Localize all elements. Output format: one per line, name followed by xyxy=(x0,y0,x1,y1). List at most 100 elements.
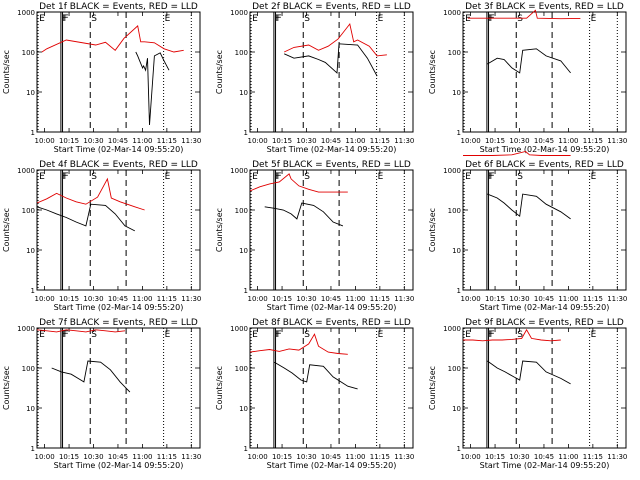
lld-series-line xyxy=(463,151,571,156)
x-tick-label: 11:00 xyxy=(558,295,578,303)
lld-series-line xyxy=(36,177,145,211)
x-axis-label: Start Time (02-Mar-14 09:55:20) xyxy=(267,303,397,312)
lld-series-line xyxy=(463,328,561,342)
event-marker-label: E xyxy=(39,172,45,182)
event-marker-label: E xyxy=(465,14,471,24)
event-marker-label: E xyxy=(378,14,384,24)
plot-frame xyxy=(249,327,414,449)
x-tick-label: 10:00 xyxy=(461,137,481,145)
panel-1: Det 1f BLACK = Events, RED = LLD 10:00 10:… xyxy=(2,2,201,154)
x-tick-label: 11:00 xyxy=(132,453,152,461)
x-tick-label: 11:30 xyxy=(394,137,414,145)
event-marker-label: E xyxy=(39,14,45,24)
x-tick-label: 10:45 xyxy=(321,453,341,461)
x-tick-label: 11:30 xyxy=(607,295,627,303)
x-tick-label: 10:30 xyxy=(509,295,529,303)
x-tick-label: 10:30 xyxy=(509,137,529,145)
event-marker-label: F xyxy=(62,14,67,24)
events-series-line xyxy=(274,361,358,390)
x-axis-label: Start Time (02-Mar-14 09:55:20) xyxy=(480,145,610,154)
y-tick-label: 1000 xyxy=(17,9,35,17)
panel-title: Det 6f BLACK = Events, RED = LLD xyxy=(465,160,624,170)
y-tick-label: 100 xyxy=(235,207,248,215)
x-tick-label: 10:45 xyxy=(108,295,128,303)
y-axis-label: Counts/sec xyxy=(215,50,224,94)
x-tick-label: 10:15 xyxy=(485,137,505,145)
event-marker-label: F xyxy=(64,172,69,182)
x-tick-label: 10:00 xyxy=(35,295,55,303)
panel-9: Det 9f BLACK = Events, RED = LLD 10:00 10:… xyxy=(428,318,627,470)
event-marker-label: E xyxy=(465,172,471,182)
y-tick-label: 100 xyxy=(235,365,248,373)
x-tick-label: 10:15 xyxy=(485,453,505,461)
event-marker-label: S xyxy=(517,14,523,24)
event-marker-label: E xyxy=(252,172,258,182)
y-tick-label: 1 xyxy=(457,445,461,453)
x-axis-label: Start Time (02-Mar-14 09:55:20) xyxy=(54,461,184,470)
y-tick-label: 10 xyxy=(239,89,248,97)
y-axis-label: Counts/sec xyxy=(2,366,11,410)
x-tick-label: 10:45 xyxy=(534,295,554,303)
event-marker-label: F xyxy=(488,172,493,182)
y-tick-label: 10 xyxy=(452,247,461,255)
panel-title: Det 7f BLACK = Events, RED = LLD xyxy=(39,318,198,328)
x-tick-label: 11:15 xyxy=(157,137,177,145)
x-tick-label: 11:00 xyxy=(558,453,578,461)
y-tick-label: 100 xyxy=(22,207,35,215)
event-marker-label: S xyxy=(91,330,97,340)
plot-frame xyxy=(36,169,201,291)
panel-title: Det 8f BLACK = Events, RED = LLD xyxy=(252,318,411,328)
plot-frame xyxy=(249,11,414,133)
events-series-line xyxy=(36,203,136,232)
x-tick-label: 10:15 xyxy=(59,295,79,303)
x-tick-label: 10:30 xyxy=(83,453,103,461)
x-axis-label: Start Time (02-Mar-14 09:55:20) xyxy=(480,303,610,312)
y-tick-label: 1000 xyxy=(443,325,461,333)
y-tick-label: 10 xyxy=(26,89,35,97)
x-tick-label: 11:30 xyxy=(181,453,201,461)
event-marker-label: F xyxy=(64,14,69,24)
x-tick-label: 11:30 xyxy=(607,453,627,461)
x-tick-label: 10:30 xyxy=(296,295,316,303)
event-marker-label: F xyxy=(277,172,282,182)
x-tick-label: 11:15 xyxy=(370,295,390,303)
event-marker-label: F xyxy=(488,330,493,340)
x-tick-label: 10:00 xyxy=(35,453,55,461)
event-marker-label: S xyxy=(517,172,523,182)
y-tick-label: 1 xyxy=(457,287,461,295)
x-axis-label: Start Time (02-Mar-14 09:55:20) xyxy=(54,145,184,154)
x-tick-label: 10:45 xyxy=(321,295,341,303)
panel-2: Det 2f BLACK = Events, RED = LLD 10:00 10:… xyxy=(215,2,414,154)
x-tick-label: 11:15 xyxy=(157,453,177,461)
y-tick-label: 1000 xyxy=(230,167,248,175)
y-tick-label: 1 xyxy=(31,129,35,137)
event-marker-label: E xyxy=(591,330,597,340)
plot-frame xyxy=(462,11,627,133)
x-axis-label: Start Time (02-Mar-14 09:55:20) xyxy=(267,461,397,470)
plot-frame xyxy=(249,169,414,291)
event-marker-label: F xyxy=(275,172,280,182)
panel-3: Det 3f BLACK = Events, RED = LLD 10:00 10:… xyxy=(428,2,627,154)
y-tick-label: 10 xyxy=(452,89,461,97)
event-marker-label: F xyxy=(490,330,495,340)
y-tick-label: 10 xyxy=(239,247,248,255)
x-axis-label: Start Time (02-Mar-14 09:55:20) xyxy=(54,303,184,312)
x-tick-label: 10:30 xyxy=(296,137,316,145)
x-tick-label: 11:30 xyxy=(181,295,201,303)
x-tick-label: 11:15 xyxy=(583,453,603,461)
y-tick-label: 100 xyxy=(448,365,461,373)
x-tick-label: 11:30 xyxy=(394,453,414,461)
x-tick-label: 10:45 xyxy=(534,453,554,461)
event-marker-label: F xyxy=(490,14,495,24)
plot-frame xyxy=(36,327,201,449)
y-tick-label: 10 xyxy=(452,405,461,413)
events-series-line xyxy=(51,360,131,393)
x-tick-label: 10:30 xyxy=(83,137,103,145)
y-tick-label: 1000 xyxy=(443,9,461,17)
y-axis-label: Counts/sec xyxy=(428,366,437,410)
x-tick-label: 11:00 xyxy=(345,453,365,461)
event-marker-label: E xyxy=(165,14,171,24)
panel-8: Det 8f BLACK = Events, RED = LLD 10:00 10:… xyxy=(215,318,414,470)
y-tick-label: 1000 xyxy=(230,325,248,333)
event-marker-label: F xyxy=(275,330,280,340)
